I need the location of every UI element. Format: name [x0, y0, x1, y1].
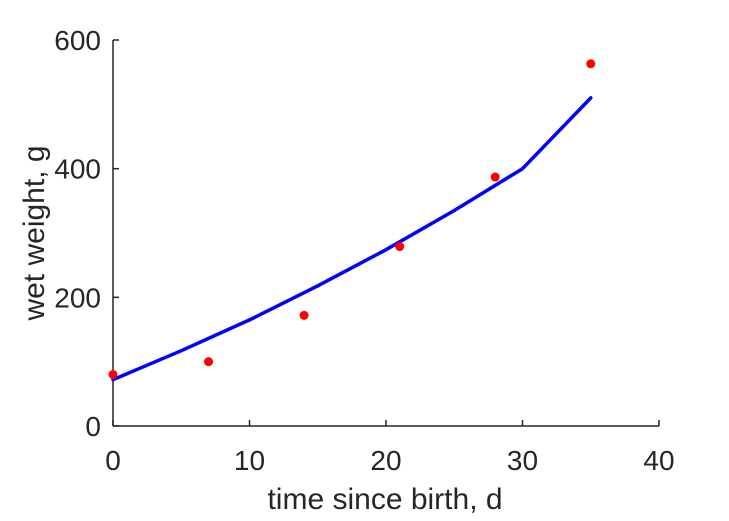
x-tick-label: 30	[507, 445, 538, 476]
x-tick-label: 40	[643, 445, 674, 476]
y-tick-label: 0	[85, 411, 101, 442]
y-axis-ticks: 0 200 400 600	[54, 25, 119, 442]
axes	[112, 40, 659, 427]
y-tick-label: 600	[54, 25, 101, 56]
x-tick-label: 0	[105, 445, 121, 476]
x-axis-ticks: 0 10 20 30 40	[105, 420, 675, 476]
data-point	[395, 242, 405, 252]
x-tick-label: 10	[234, 445, 265, 476]
y-axis-label: wet weight, g	[18, 145, 51, 321]
y-tick-label: 400	[54, 154, 101, 185]
fit-curve	[111, 96, 593, 382]
y-tick-label: 200	[54, 282, 101, 313]
x-axis-label: time since birth, d	[267, 483, 502, 516]
data-point	[299, 310, 309, 320]
data-point	[586, 59, 596, 69]
plot-area	[108, 59, 596, 382]
data-point	[108, 370, 118, 380]
data-point	[204, 357, 214, 367]
x-tick-label: 20	[370, 445, 401, 476]
data-point	[490, 172, 500, 182]
